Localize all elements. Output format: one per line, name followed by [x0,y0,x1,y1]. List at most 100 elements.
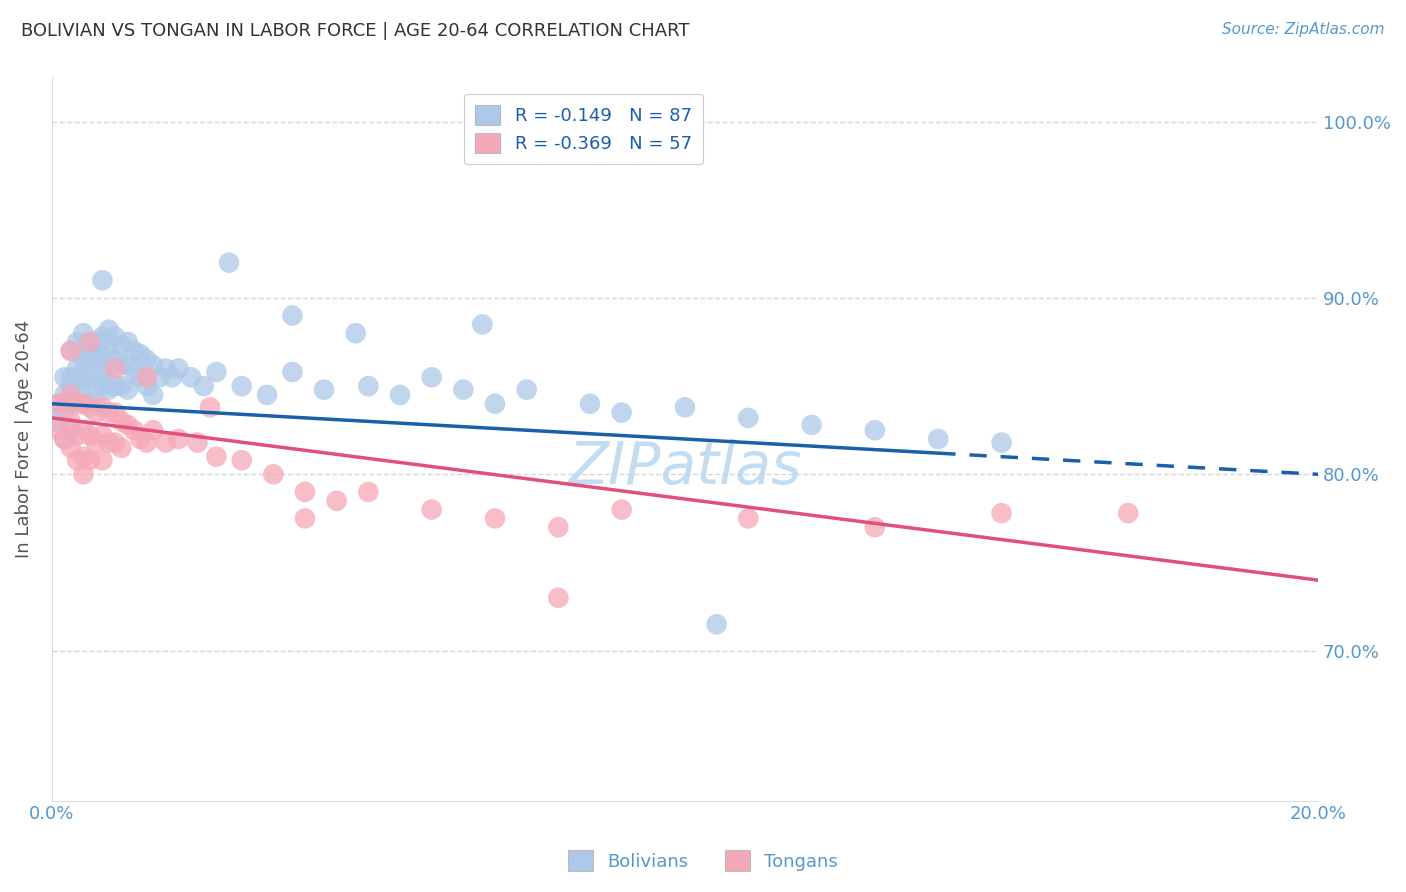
Point [91,453,114,467]
Text: Source: ZipAtlas.com: Source: ZipAtlas.com [1222,22,1385,37]
Point [91,347,114,361]
Point [72,423,94,437]
Point [256,388,278,402]
Point [79,343,101,358]
Point [72,397,94,411]
Point [104,352,127,367]
Point [59,441,82,455]
Point [66,428,89,442]
Text: BOLIVIAN VS TONGAN IN LABOR FORCE | AGE 20-64 CORRELATION CHART: BOLIVIAN VS TONGAN IN LABOR FORCE | AGE … [21,22,689,40]
Point [863,423,886,437]
Point [59,397,82,411]
Point [117,417,139,432]
Point [97,361,120,376]
Point [72,397,94,411]
Point [72,326,94,341]
Point [72,388,94,402]
Point [91,401,114,415]
Point [117,358,139,372]
Point [79,370,101,384]
Point [66,334,89,349]
Point [205,365,228,379]
Point [104,361,127,376]
Point [59,343,82,358]
Point [97,383,120,397]
Point [484,511,506,525]
Point [281,365,304,379]
Point [46,414,69,428]
Text: ZIP​atlas: ZIP​atlas [568,440,801,497]
Point [205,450,228,464]
Point [990,435,1012,450]
Point [122,423,145,437]
Point [148,370,170,384]
Point [122,365,145,379]
Point [84,379,107,393]
Point [155,435,177,450]
Point [79,453,101,467]
Point [863,520,886,534]
Point [72,343,94,358]
Point [990,506,1012,520]
Point [547,520,569,534]
Point [281,309,304,323]
Point [66,370,89,384]
Point [231,453,253,467]
Point [737,410,759,425]
Point [91,379,114,393]
Point [79,352,101,367]
Point [294,511,316,525]
Point [79,428,101,442]
Point [97,323,120,337]
Point [79,397,101,411]
Point [79,334,101,349]
Point [104,329,127,343]
Point [104,435,127,450]
Point [91,273,114,287]
Point [135,352,157,367]
Point [53,388,76,402]
Point [610,406,633,420]
Point [516,383,538,397]
Point [59,343,82,358]
Point [72,352,94,367]
Point [610,502,633,516]
Point [135,379,157,393]
Point [142,358,165,372]
Point [110,358,132,372]
Point [53,397,76,411]
Point [579,397,602,411]
Point [198,401,221,415]
Point [110,379,132,393]
Point [91,428,114,442]
Point [110,414,132,428]
Point [59,370,82,384]
Point [484,397,506,411]
Point [97,406,120,420]
Point [135,435,157,450]
Point [357,485,380,500]
Point [91,329,114,343]
Point [167,432,190,446]
Point [84,397,107,411]
Point [91,365,114,379]
Point [800,417,823,432]
Point [325,493,347,508]
Point [186,435,208,450]
Point [193,379,215,393]
Point [84,334,107,349]
Point [72,450,94,464]
Point [46,423,69,437]
Point [104,379,127,393]
Point [312,383,335,397]
Point [117,383,139,397]
Point [53,406,76,420]
Point [294,485,316,500]
Point [97,343,120,358]
Point [262,467,284,482]
Point [453,383,475,397]
Point [72,370,94,384]
Point [218,255,240,269]
Point [110,338,132,352]
Point [46,397,69,411]
